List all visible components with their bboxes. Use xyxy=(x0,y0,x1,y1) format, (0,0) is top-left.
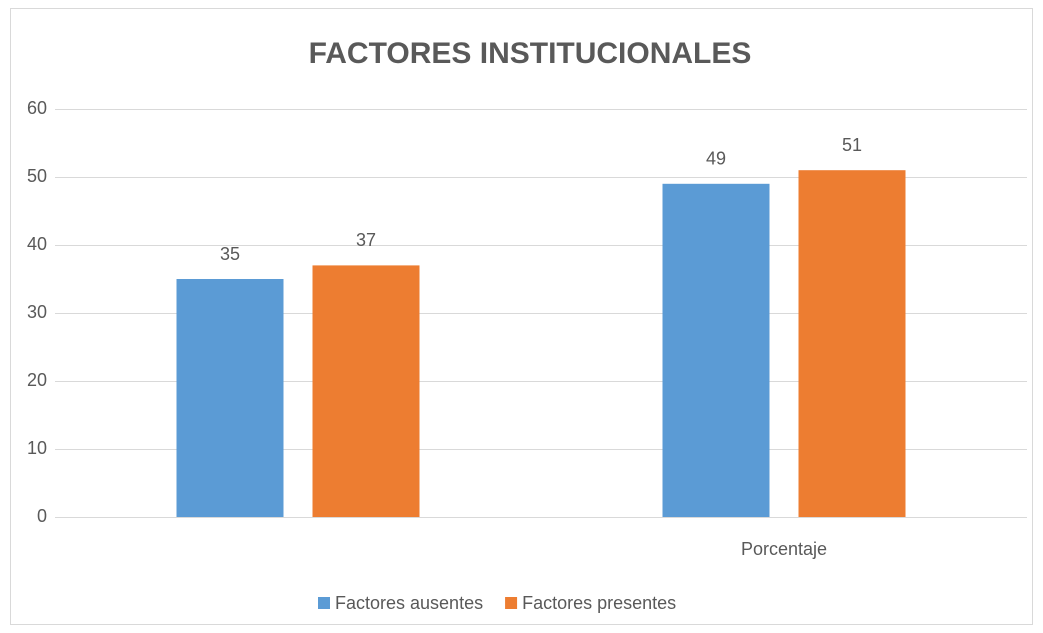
bar xyxy=(798,170,906,517)
x-tick-label: Porcentaje xyxy=(741,539,827,559)
y-tick-label: 60 xyxy=(27,98,47,118)
chart-title: FACTORES INSTITUCIONALES xyxy=(309,37,752,70)
y-tick-label: 0 xyxy=(37,506,47,526)
bar xyxy=(662,183,770,518)
data-label: 37 xyxy=(356,230,376,250)
bar xyxy=(312,265,420,517)
y-tick-label: 30 xyxy=(27,302,47,322)
data-label: 51 xyxy=(842,135,862,155)
y-tick-label: 20 xyxy=(27,370,47,390)
bar xyxy=(176,279,284,517)
legend-swatch xyxy=(318,597,330,609)
legend-label: Factores ausentes xyxy=(335,593,483,613)
y-tick-label: 40 xyxy=(27,234,47,254)
legend-label: Factores presentes xyxy=(522,593,676,613)
data-label: 35 xyxy=(220,244,240,264)
y-tick-label: 50 xyxy=(27,166,47,186)
data-label: 49 xyxy=(706,149,726,169)
legend-swatch xyxy=(505,597,518,609)
y-tick-label: 10 xyxy=(27,438,47,458)
